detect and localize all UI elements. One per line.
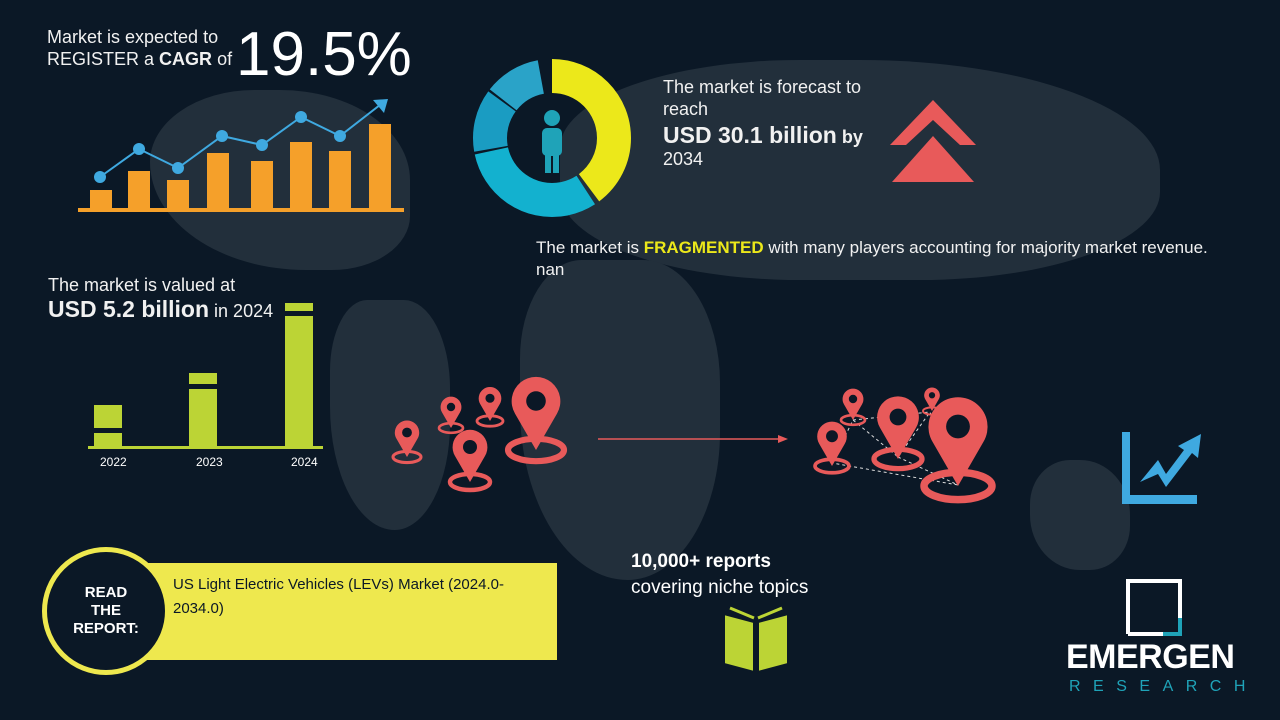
report-banner[interactable]: US Light Electric Vehicles (LEVs) Market… — [143, 563, 557, 660]
map-pin-icon — [874, 396, 922, 468]
world-map-south-america — [330, 300, 450, 530]
forecast-line2: reach — [663, 99, 709, 119]
trend-point — [216, 130, 228, 142]
trend-point — [172, 162, 184, 174]
trend-point — [94, 171, 106, 183]
trend-point — [256, 139, 268, 151]
trend-point — [334, 130, 346, 142]
valued-value-line: USD 5.2 billion in 2024 — [48, 298, 273, 322]
forecast-line1: The market is forecast to — [663, 77, 862, 97]
reports-count-text: 10,000+ reports covering niche topics — [631, 549, 808, 601]
trend-line — [99, 100, 386, 178]
report-label: REPORT: — [73, 620, 139, 637]
fragmented-prefix: The market is — [536, 238, 639, 257]
book-icon — [723, 606, 789, 674]
valued-text: The market is valued at USD 5.2 billion … — [48, 274, 273, 322]
fragmented-highlight: FRAGMENTED — [643, 238, 764, 257]
read-the-report-badge[interactable]: READ THE REPORT: — [42, 547, 170, 675]
bar — [290, 142, 312, 210]
forecast-year: 2034 — [663, 149, 704, 169]
map-pin-icon — [924, 397, 992, 499]
cagr-bold: CAGR — [159, 49, 213, 69]
world-map-europe-asia — [560, 60, 1160, 280]
emergen-logo-mark — [1126, 579, 1182, 636]
logo-sub: RESEARCH — [1069, 678, 1258, 695]
forecast-value: USD 30.1 billion — [663, 122, 837, 148]
fragmented-text: The market is FRAGMENTED with many playe… — [536, 237, 1236, 281]
valued-value: USD 5.2 billion — [48, 296, 210, 322]
donut-segment-yellow — [473, 59, 631, 217]
year-label-2022: 2022 — [100, 455, 127, 469]
bar — [90, 190, 112, 210]
bar — [369, 124, 391, 210]
reports-count-line2: covering niche topics — [631, 577, 809, 598]
year-label-2023: 2023 — [196, 455, 223, 469]
map-pin-icon — [393, 420, 421, 462]
the-label: THE — [91, 602, 121, 619]
person-icon — [542, 110, 562, 173]
valued-suffix: in 2024 — [214, 301, 274, 321]
map-pin-icon — [439, 397, 463, 433]
forecast-by: by — [841, 127, 863, 147]
growth-bar-line-chart — [78, 99, 404, 212]
baseline — [88, 446, 323, 449]
report-title[interactable]: US Light Electric Vehicles (LEVs) Market… — [173, 576, 504, 617]
cagr-value: 19.5% — [236, 20, 412, 89]
logo-name: EMERGEN — [1066, 638, 1235, 676]
trend-point — [295, 111, 307, 123]
map-pin-icon — [477, 387, 503, 426]
map-pin-icon — [508, 377, 564, 461]
bar — [128, 171, 150, 210]
year-label-2024: 2024 — [291, 455, 318, 469]
bar-2022 — [94, 405, 122, 448]
bar — [251, 161, 273, 210]
map-pin-icon — [450, 430, 490, 490]
double-chevron-up-icon — [890, 100, 976, 182]
forecast-value-line: USD 30.1 billion by — [663, 124, 923, 148]
arrow-head — [778, 435, 788, 443]
bar-2024 — [285, 303, 313, 448]
value-bar-chart — [88, 303, 323, 449]
cagr-suffix: of — [217, 49, 233, 69]
growth-chart-icon — [1122, 432, 1201, 504]
donut-segment-blue-2 — [473, 59, 631, 217]
trend-point — [133, 143, 145, 155]
cagr-text: Market is expected to REGISTER a CAGR of — [47, 26, 232, 70]
fragmented-suffix: with many players accounting for majorit… — [536, 238, 1208, 279]
cagr-prefix: REGISTER a — [47, 49, 155, 69]
valued-line1: The market is valued at — [48, 275, 236, 295]
bar — [167, 180, 189, 210]
bar — [329, 151, 351, 210]
cagr-line1: Market is expected to — [47, 27, 219, 47]
cagr-line2: REGISTER a CAGR of — [47, 48, 232, 70]
donut-chart — [473, 59, 631, 217]
read-label: READ — [84, 584, 128, 601]
world-map-africa — [520, 260, 720, 580]
bar — [207, 153, 229, 210]
baseline — [78, 208, 404, 212]
forecast-text: The market is forecast to reach USD 30.1… — [663, 76, 923, 170]
reports-count-line1: 10,000+ reports — [631, 551, 771, 572]
world-map-australia — [1030, 460, 1130, 570]
trend-arrowhead — [373, 99, 388, 113]
